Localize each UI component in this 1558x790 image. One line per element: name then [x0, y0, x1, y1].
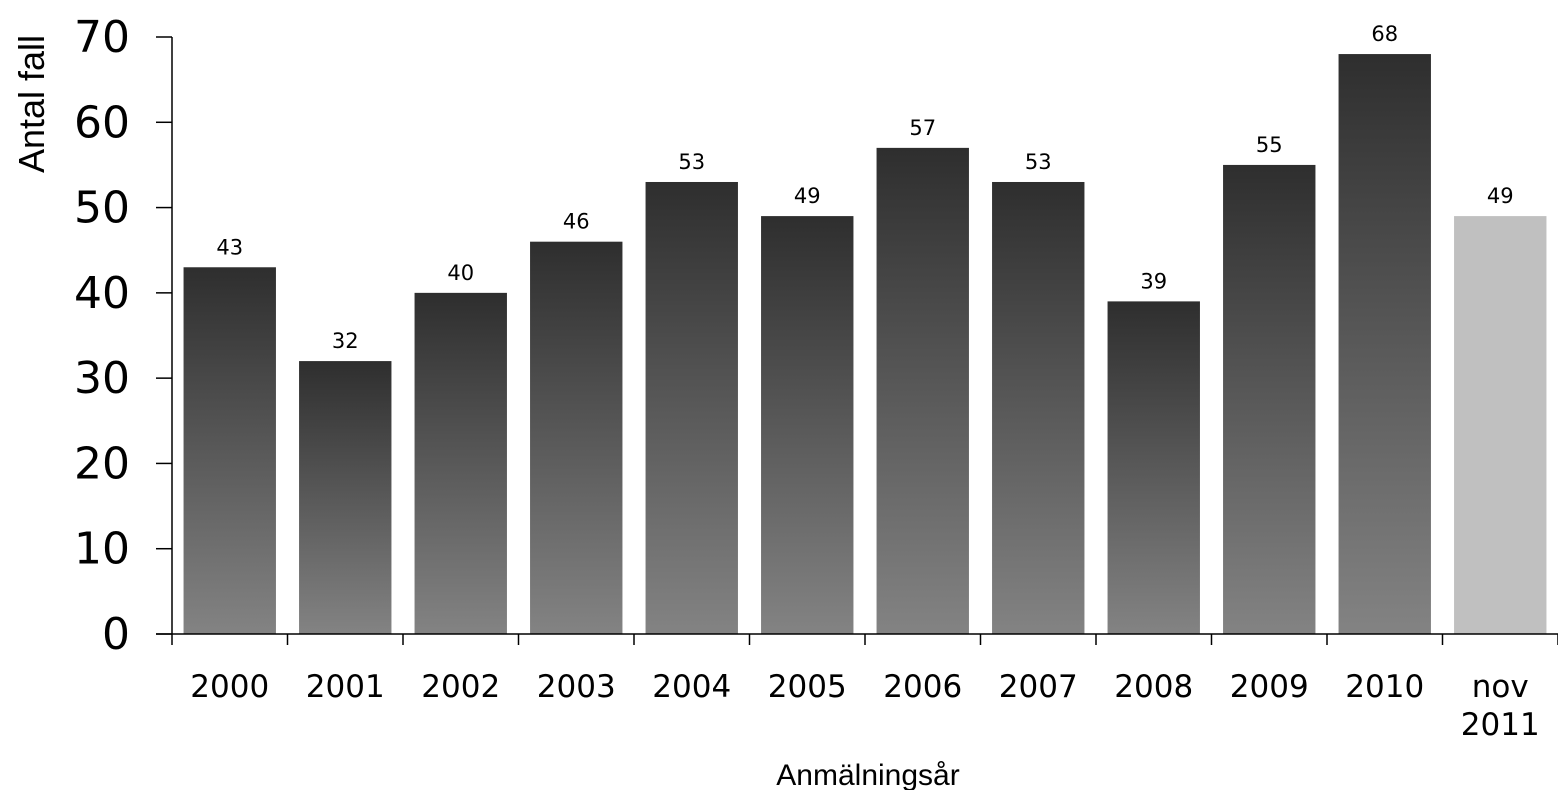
x-axis-label: Anmälningsår: [776, 759, 959, 790]
x-tick-label-11-line-0: nov: [1472, 669, 1529, 705]
bars-group: [183, 54, 1547, 635]
x-tick-label-2: 2002: [421, 669, 500, 705]
x-tick-label-6: 2006: [883, 669, 962, 705]
y-tick-label-1: 10: [74, 524, 130, 575]
data-label-5: 49: [794, 184, 821, 208]
y-tick-label-7: 70: [74, 12, 130, 63]
data-label-3: 46: [563, 210, 590, 234]
y-tick-label-2: 20: [74, 438, 130, 489]
x-tick-label-0: 2000: [190, 669, 269, 705]
bar-4: [645, 181, 738, 634]
bar-9: [1223, 164, 1316, 634]
bar-2: [414, 292, 507, 634]
x-tick-label-1: 2001: [306, 669, 385, 705]
bar-0: [183, 267, 276, 634]
bar-6: [876, 147, 969, 634]
bar-8: [1107, 301, 1200, 634]
data-label-0: 43: [216, 235, 243, 259]
data-label-4: 53: [678, 150, 705, 174]
x-tick-label-5: 2005: [768, 669, 847, 705]
y-tick-label-3: 30: [74, 353, 130, 404]
x-tick-label-8: 2008: [1114, 669, 1193, 705]
x-tick-label-3: 2003: [537, 669, 616, 705]
data-label-7: 53: [1025, 150, 1052, 174]
bar-5: [761, 216, 854, 634]
data-label-10: 68: [1371, 22, 1398, 46]
x-tick-label-10: 2010: [1345, 669, 1424, 705]
x-tick-label-11-line-1: 2011: [1461, 707, 1540, 743]
data-label-2: 40: [447, 261, 474, 285]
data-labels-group: 43 32 40 46 53 49 57 53 39 55 68 49: [216, 22, 1513, 353]
data-label-8: 39: [1140, 269, 1167, 293]
bar-3: [530, 241, 623, 634]
y-axis-label: Antal fall: [11, 35, 52, 173]
x-tick-label-9: 2009: [1230, 669, 1309, 705]
bar-7: [992, 181, 1085, 634]
y-tick-label-6: 60: [74, 97, 130, 148]
bar-1: [299, 361, 392, 634]
y-tick-label-0: 0: [102, 609, 130, 660]
x-axis: 2000 2001 2002 2003 2004 2005 2006 2007 2008 2009…: [156, 633, 1558, 743]
y-tick-label-4: 40: [74, 268, 130, 319]
x-tick-label-7: 2007: [999, 669, 1078, 705]
data-label-11: 49: [1487, 184, 1514, 208]
bar-11: [1454, 216, 1547, 634]
bar-10: [1338, 54, 1431, 635]
y-tick-label-5: 50: [74, 183, 130, 234]
data-label-1: 32: [332, 329, 359, 353]
data-label-9: 55: [1256, 133, 1283, 157]
data-label-6: 57: [909, 116, 936, 140]
x-tick-label-4: 2004: [652, 669, 731, 705]
y-axis: 0 10 20 30 40 50 60 70: [74, 12, 173, 660]
